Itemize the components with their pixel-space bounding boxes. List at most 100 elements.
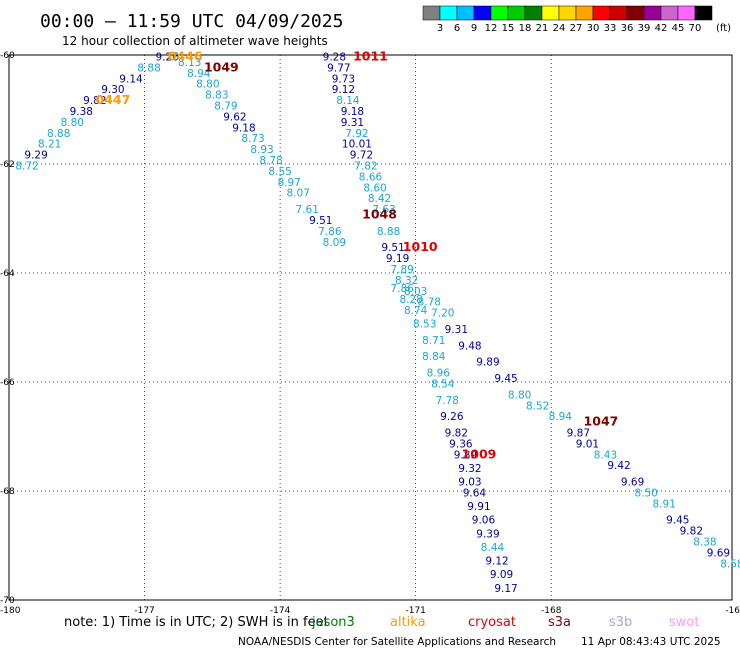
swh-value-label: 9.73 bbox=[332, 73, 355, 85]
legend-altika: altika bbox=[390, 615, 426, 630]
swh-value-label: 8.32 bbox=[395, 275, 418, 287]
swh-value-label: 9.01 bbox=[576, 438, 599, 450]
colorbar-swatch bbox=[609, 5, 628, 21]
swh-value-label: 8.14 bbox=[336, 95, 360, 107]
swh-value-label: 8.83 bbox=[205, 90, 228, 102]
colorbar-label: 9 bbox=[471, 23, 477, 34]
x-tick-label: -174 bbox=[270, 606, 291, 616]
colorbar-label: 18 bbox=[519, 23, 532, 34]
swh-value-label: 9.31 bbox=[445, 324, 468, 336]
swh-value-label: 7.61 bbox=[296, 204, 319, 216]
colorbar-swatch bbox=[643, 5, 662, 21]
swh-value-label: 9.19 bbox=[386, 253, 409, 265]
swh-value-label: 9.45 bbox=[666, 515, 689, 527]
swh-value-label: 8.73 bbox=[241, 133, 264, 145]
swh-value-label: 8.38 bbox=[693, 537, 716, 549]
swh-value-label: 9.51 bbox=[381, 242, 404, 254]
swh-value-label: 8.80 bbox=[61, 117, 84, 129]
swh-value-label: 9.17 bbox=[494, 583, 517, 595]
swh-points: 9.268.889.149.309.829.388.808.888.219.29… bbox=[15, 51, 740, 594]
swh-value-label: 9.03 bbox=[458, 477, 481, 489]
y-tick-label: -62 bbox=[0, 160, 15, 170]
swh-value-label: 8.88 bbox=[137, 62, 160, 74]
swh-value-label: 8.72 bbox=[15, 160, 38, 172]
colorbar-swatch bbox=[456, 5, 475, 21]
colorbar-label: 12 bbox=[485, 23, 498, 34]
colorbar-label: 36 bbox=[621, 23, 634, 34]
swh-value-label: 8.54 bbox=[431, 378, 455, 390]
swh-value-label: 8.42 bbox=[368, 193, 391, 205]
colorbar-swatch bbox=[507, 5, 526, 21]
swh-value-label: 9.51 bbox=[309, 215, 332, 227]
colorbar-swatch bbox=[490, 5, 509, 21]
x-tick-label: -171 bbox=[405, 606, 425, 616]
swh-value-label: 8.80 bbox=[196, 79, 219, 91]
pass-time-label: 1048 bbox=[362, 207, 397, 222]
colorbar-label: 15 bbox=[502, 23, 515, 34]
swh-value-label: 7.63 bbox=[372, 204, 395, 216]
swh-value-label: 8.09 bbox=[323, 237, 346, 249]
swh-value-label: 8.07 bbox=[287, 188, 310, 200]
swh-value-label: 7.92 bbox=[345, 128, 368, 140]
swh-value-label: 8.28 bbox=[399, 294, 422, 306]
swh-value-label: 10.01 bbox=[342, 139, 372, 151]
swh-value-label: 7.89 bbox=[390, 264, 413, 276]
swh-value-label: 9.06 bbox=[472, 515, 496, 527]
swh-value-label: 8.88 bbox=[377, 226, 400, 238]
swh-value-label: 9.82 bbox=[680, 526, 703, 538]
colorbar-swatch bbox=[626, 5, 645, 21]
swh-value-label: 8.71 bbox=[422, 335, 445, 347]
legend-jason3: jason3 bbox=[311, 615, 355, 630]
swh-value-label: 8.84 bbox=[422, 351, 446, 363]
swh-value-label: 9.89 bbox=[476, 357, 499, 369]
swh-value-label: 9.39 bbox=[476, 528, 499, 540]
colorbar-label: 42 bbox=[655, 23, 668, 34]
swh-value-label: 9.45 bbox=[494, 373, 517, 385]
legend-cryosat: cryosat bbox=[468, 615, 516, 630]
colorbar: 3 6 9 12 15 18 21 24 27 30 33 36 39 42 45 70 bbox=[422, 5, 713, 34]
colorbar-label: 70 bbox=[689, 23, 702, 34]
swh-value-label: 9.89 bbox=[454, 449, 477, 461]
swh-value-label: 9.69 bbox=[707, 547, 730, 559]
swh-value-label: 8.88 bbox=[47, 128, 70, 140]
grid bbox=[9, 55, 732, 600]
colorbar-swatch bbox=[541, 5, 560, 21]
swh-value-label: 9.32 bbox=[458, 463, 481, 475]
swh-value-label: 8.50 bbox=[634, 487, 657, 499]
colorbar-swatch bbox=[473, 5, 492, 21]
swh-value-label: 9.26 bbox=[155, 51, 179, 63]
x-tick-label: -16 bbox=[725, 606, 740, 616]
legend-s3a: s3a bbox=[548, 615, 571, 630]
y-tick-label: -66 bbox=[0, 378, 15, 388]
swh-value-label: 9.18 bbox=[341, 106, 364, 118]
swh-value-label: 7.86 bbox=[390, 283, 414, 295]
y-tick-label: -64 bbox=[0, 269, 15, 279]
swh-value-label: 7.82 bbox=[354, 160, 377, 172]
swh-value-label: 8.55 bbox=[268, 166, 291, 178]
footer-credit: NOAA/NESDIS Center for Satellite Applica… bbox=[238, 636, 556, 648]
swh-value-label: 8.74 bbox=[404, 305, 428, 317]
pass-time-label: 1011 bbox=[353, 48, 388, 63]
swh-value-label: 9.12 bbox=[332, 84, 355, 96]
swh-value-label: 8.53 bbox=[413, 319, 436, 331]
colorbar-swatch bbox=[694, 5, 713, 21]
swh-value-label: 9.82 bbox=[83, 95, 106, 107]
colorbar-label: 21 bbox=[536, 23, 549, 34]
pass-time-label: 0447 bbox=[96, 92, 131, 107]
swh-value-label: 8.93 bbox=[250, 144, 273, 156]
swh-value-label: 8.43 bbox=[594, 449, 617, 461]
swh-value-label: 9.12 bbox=[485, 556, 508, 568]
swh-value-label: 8.94 bbox=[549, 411, 573, 423]
y-tick-label: -70 bbox=[0, 596, 15, 606]
swh-value-label: 7.78 bbox=[436, 395, 459, 407]
swh-value-label: 9.82 bbox=[445, 428, 468, 440]
swh-value-label: 9.30 bbox=[101, 84, 124, 96]
swh-value-label: 8.44 bbox=[481, 542, 505, 554]
swh-value-label: 9.18 bbox=[232, 122, 255, 134]
swh-value-label: 9.42 bbox=[607, 460, 630, 472]
swh-value-label: 8.78 bbox=[259, 155, 282, 167]
colorbar-unit: (ft) bbox=[716, 23, 731, 34]
swh-value-label: 8.66 bbox=[359, 171, 383, 183]
swh-value-label: 9.48 bbox=[458, 340, 481, 352]
swh-value-label: 8.60 bbox=[363, 182, 386, 194]
